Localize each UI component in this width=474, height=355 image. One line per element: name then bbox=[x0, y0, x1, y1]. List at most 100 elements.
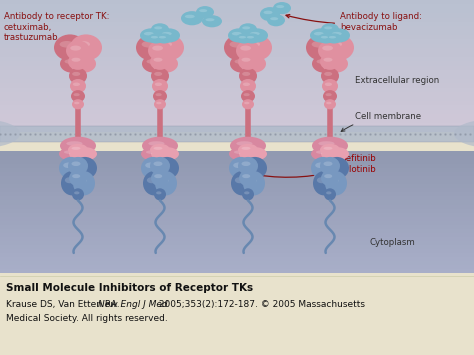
Ellipse shape bbox=[152, 34, 184, 61]
Ellipse shape bbox=[320, 144, 340, 156]
FancyBboxPatch shape bbox=[0, 126, 474, 142]
Ellipse shape bbox=[329, 177, 339, 183]
Ellipse shape bbox=[156, 191, 162, 195]
Ellipse shape bbox=[232, 32, 242, 36]
Bar bbox=[0, 224, 474, 229]
Ellipse shape bbox=[152, 79, 168, 93]
Ellipse shape bbox=[60, 41, 74, 48]
Ellipse shape bbox=[155, 157, 179, 179]
Ellipse shape bbox=[156, 33, 172, 44]
Ellipse shape bbox=[326, 191, 331, 195]
Ellipse shape bbox=[72, 99, 84, 109]
Bar bbox=[0, 260, 474, 265]
Ellipse shape bbox=[162, 32, 172, 36]
Ellipse shape bbox=[246, 41, 260, 48]
Ellipse shape bbox=[326, 33, 342, 44]
Ellipse shape bbox=[54, 34, 86, 61]
Ellipse shape bbox=[151, 147, 179, 161]
Ellipse shape bbox=[142, 137, 178, 155]
Ellipse shape bbox=[155, 82, 162, 86]
Ellipse shape bbox=[156, 59, 168, 64]
Bar bbox=[0, 91, 474, 97]
Ellipse shape bbox=[454, 119, 474, 148]
Ellipse shape bbox=[150, 157, 170, 175]
Ellipse shape bbox=[151, 170, 169, 186]
Ellipse shape bbox=[245, 59, 256, 64]
Ellipse shape bbox=[68, 144, 88, 156]
Bar bbox=[0, 203, 474, 208]
Ellipse shape bbox=[264, 11, 273, 14]
Ellipse shape bbox=[152, 45, 163, 51]
Ellipse shape bbox=[185, 15, 195, 18]
Ellipse shape bbox=[329, 36, 336, 38]
Bar bbox=[0, 212, 474, 217]
Ellipse shape bbox=[329, 163, 340, 168]
Ellipse shape bbox=[239, 23, 257, 36]
Ellipse shape bbox=[322, 55, 348, 73]
Ellipse shape bbox=[324, 72, 332, 76]
Ellipse shape bbox=[73, 157, 97, 179]
Ellipse shape bbox=[237, 141, 253, 146]
Bar bbox=[0, 167, 474, 172]
Ellipse shape bbox=[65, 177, 75, 183]
Text: Small Molecule Inhibitors of Receptor TKs: Small Molecule Inhibitors of Receptor TK… bbox=[6, 283, 253, 293]
Ellipse shape bbox=[322, 34, 354, 61]
Bar bbox=[0, 21, 474, 26]
Ellipse shape bbox=[77, 177, 87, 183]
Ellipse shape bbox=[320, 54, 340, 70]
Bar bbox=[0, 236, 474, 241]
Bar bbox=[0, 43, 474, 48]
Bar bbox=[0, 12, 474, 17]
Ellipse shape bbox=[153, 90, 167, 102]
Ellipse shape bbox=[235, 59, 246, 64]
Ellipse shape bbox=[244, 191, 249, 195]
Ellipse shape bbox=[233, 163, 244, 168]
Text: 2005;353(2):172-187. © 2005 Massachusetts: 2005;353(2):172-187. © 2005 Massachusett… bbox=[156, 300, 365, 309]
Ellipse shape bbox=[314, 32, 324, 36]
Bar bbox=[0, 126, 474, 132]
Ellipse shape bbox=[154, 147, 163, 150]
Ellipse shape bbox=[68, 54, 88, 70]
Ellipse shape bbox=[69, 147, 97, 161]
Ellipse shape bbox=[323, 90, 337, 102]
Ellipse shape bbox=[202, 15, 222, 27]
Ellipse shape bbox=[181, 11, 203, 25]
Bar bbox=[0, 95, 474, 101]
Ellipse shape bbox=[321, 36, 328, 38]
Ellipse shape bbox=[231, 171, 253, 195]
Ellipse shape bbox=[246, 28, 268, 43]
Bar bbox=[0, 151, 474, 156]
Ellipse shape bbox=[70, 55, 96, 73]
Bar bbox=[0, 38, 474, 44]
Ellipse shape bbox=[273, 2, 291, 14]
Bar bbox=[0, 0, 474, 4]
Ellipse shape bbox=[241, 162, 250, 166]
Ellipse shape bbox=[64, 151, 76, 154]
Bar bbox=[0, 4, 474, 9]
Bar bbox=[0, 215, 474, 221]
Ellipse shape bbox=[240, 34, 272, 61]
Ellipse shape bbox=[74, 102, 80, 104]
Ellipse shape bbox=[311, 157, 335, 179]
Ellipse shape bbox=[239, 68, 257, 84]
Ellipse shape bbox=[148, 40, 172, 61]
Ellipse shape bbox=[156, 102, 162, 104]
Bar bbox=[0, 100, 474, 105]
Text: Cell membrane: Cell membrane bbox=[341, 112, 421, 131]
Text: Cytoplasm: Cytoplasm bbox=[370, 239, 416, 247]
Ellipse shape bbox=[150, 144, 170, 156]
Ellipse shape bbox=[318, 40, 342, 61]
Ellipse shape bbox=[155, 171, 177, 195]
Ellipse shape bbox=[68, 157, 88, 175]
Ellipse shape bbox=[247, 163, 258, 168]
Ellipse shape bbox=[250, 32, 260, 36]
Ellipse shape bbox=[311, 147, 339, 161]
Ellipse shape bbox=[224, 34, 256, 61]
Ellipse shape bbox=[239, 170, 257, 186]
Bar bbox=[0, 56, 474, 61]
Ellipse shape bbox=[241, 90, 255, 102]
Ellipse shape bbox=[229, 147, 257, 161]
Ellipse shape bbox=[236, 33, 252, 44]
Ellipse shape bbox=[317, 59, 328, 64]
Ellipse shape bbox=[315, 163, 326, 168]
